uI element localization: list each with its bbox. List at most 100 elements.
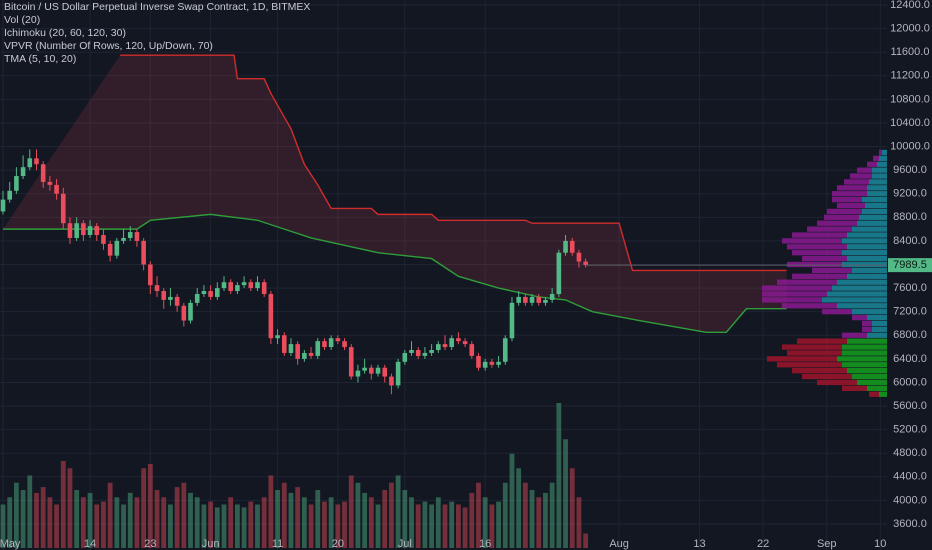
candle-body: [161, 291, 167, 300]
volume-bar: [502, 482, 508, 548]
y-tick-label: 11200.0: [891, 70, 930, 82]
volume-bar: [308, 504, 314, 548]
candle-body: [516, 296, 521, 303]
volume-bar: [101, 501, 106, 548]
vpvr-up: [872, 326, 887, 333]
volume-bar: [301, 497, 307, 548]
volume-bar: [529, 490, 535, 548]
x-tick-label: 23: [144, 538, 156, 550]
y-tick-label: 11600.0: [891, 46, 930, 58]
candle-body: [134, 232, 140, 241]
candle-body: [201, 291, 207, 294]
candle-body: [181, 305, 187, 321]
vpvr-up: [842, 238, 887, 244]
y-tick-label: 8400.0: [893, 235, 927, 247]
x-tick-label: May: [0, 538, 21, 550]
volume-bar: [147, 463, 153, 548]
ichimoku-line: [3, 213, 787, 334]
volume-bar: [482, 497, 488, 548]
candle-body: [154, 285, 160, 292]
candle-body: [348, 347, 354, 377]
volume-bar: [422, 501, 428, 548]
vpvr-up: [857, 379, 887, 386]
vpvr-up: [852, 373, 887, 380]
y-tick-label: 10000.0: [890, 140, 930, 152]
vpvr-up: [847, 338, 887, 344]
candle-body: [302, 352, 307, 359]
volume-bar: [489, 504, 495, 548]
vpvr-up: [869, 179, 887, 185]
vpvr-up: [867, 191, 887, 197]
volume-bar: [389, 482, 394, 548]
vpvr-down: [837, 185, 867, 191]
candle-body: [449, 338, 454, 348]
volume-bar: [268, 475, 274, 548]
vpvr-down: [777, 279, 837, 285]
vpvr-down: [879, 149, 882, 156]
candle-body: [127, 232, 133, 238]
y-tick-label: 12000.0: [890, 23, 930, 35]
ichimoku-cloud: [3, 55, 787, 333]
vpvr-down: [817, 220, 857, 226]
volume-bar: [40, 487, 46, 548]
candle-body: [389, 376, 394, 386]
x-tick-label: 20: [332, 538, 344, 550]
volume-bar: [80, 497, 86, 548]
vpvr-down: [837, 202, 865, 209]
volume-bar: [275, 490, 280, 548]
candle-body: [168, 296, 173, 300]
candle-body: [215, 288, 220, 297]
candle-body: [402, 352, 408, 362]
vpvr-up: [827, 291, 887, 297]
volume-bar: [375, 504, 381, 548]
chart-title: Bitcoin / US Dollar Perpetual Inverse Sw…: [4, 1, 310, 13]
volume-bar: [208, 501, 214, 548]
volume-bar: [569, 468, 575, 548]
vpvr-up: [865, 202, 887, 209]
vpvr-down: [782, 344, 842, 350]
vpvr-up: [879, 391, 887, 397]
candle-body: [261, 282, 267, 294]
indicator-label: VPVR (Number Of Rows, 120, Up/Down, 70): [4, 40, 213, 52]
vpvr-up: [852, 226, 887, 232]
vpvr-up: [872, 167, 887, 173]
volume-bar: [442, 504, 448, 548]
volume-bar: [328, 497, 334, 548]
vpvr-up: [867, 385, 887, 391]
volume-bar: [335, 504, 341, 548]
candle-body: [101, 235, 106, 244]
x-tick-label: Jul: [398, 538, 412, 550]
vpvr-down: [869, 391, 879, 397]
volume-bar: [516, 468, 522, 548]
vpvr-down: [792, 232, 847, 238]
candle-body: [141, 240, 146, 265]
volume-bar: [342, 501, 347, 548]
volume-bar: [201, 504, 207, 548]
volume-bar: [368, 497, 374, 548]
candle-body: [502, 338, 508, 362]
volume-bar: [13, 482, 19, 548]
vpvr-up: [847, 273, 887, 279]
y-tick-label: 9600.0: [893, 164, 927, 176]
candle-body: [87, 226, 93, 236]
candle-body: [308, 352, 314, 356]
vpvr-down: [832, 196, 862, 203]
volume-bar: [362, 492, 368, 548]
volume-bar: [174, 487, 180, 548]
candle-body: [556, 252, 562, 294]
vpvr-up: [842, 261, 887, 268]
ichimoku-line: [120, 54, 787, 272]
volume-bar: [60, 461, 66, 548]
candle-body: [496, 361, 501, 365]
vpvr-up: [859, 214, 887, 220]
volume-bar: [415, 504, 421, 548]
y-tick-label: 5200.0: [893, 424, 927, 436]
candle-body: [543, 299, 548, 303]
candle-body: [268, 293, 274, 339]
vpvr-up: [867, 332, 887, 338]
vpvr-down: [862, 326, 872, 333]
candle-body: [489, 361, 495, 365]
